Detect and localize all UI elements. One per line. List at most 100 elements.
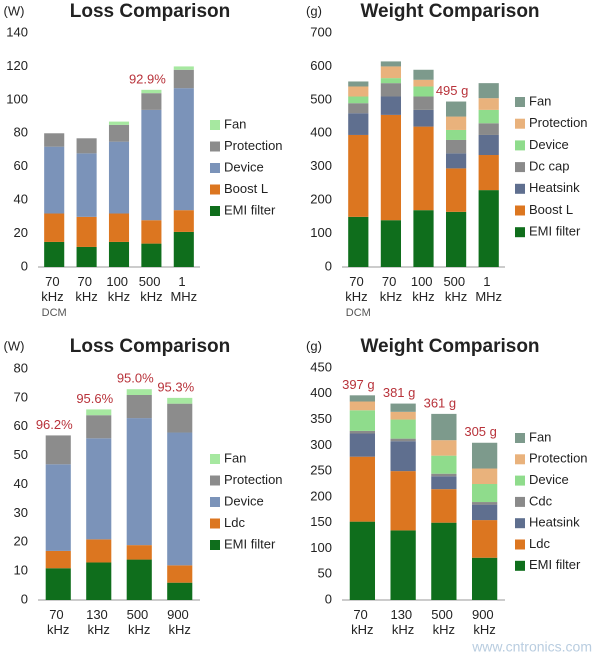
- bar-segment: [380, 66, 402, 79]
- bar-segment: [76, 138, 97, 154]
- bar-segment: [413, 126, 434, 211]
- y-tick-label: 0: [325, 591, 332, 606]
- bar-segment: [471, 502, 498, 505]
- y-tick-label: 40: [14, 192, 28, 207]
- x-tick-label: 900 kHz: [472, 607, 497, 637]
- y-tick-label: 80: [14, 125, 28, 140]
- bar-segment: [431, 476, 457, 490]
- bar-segment: [108, 124, 130, 142]
- y-unit-label: (W): [4, 3, 25, 18]
- bar-segment: [86, 415, 112, 439]
- chart-panel: Loss Comparison (W) 0 20 40 60 80 100 120 140 70 k…: [4, 1, 283, 319]
- x-tick-label: 70 kHz DCM: [41, 274, 67, 318]
- bar-segment: [173, 88, 194, 211]
- legend-label: Fan: [224, 450, 246, 465]
- y-tick-label: 200: [310, 192, 332, 207]
- bar-segment: [413, 86, 434, 97]
- bar-segment: [348, 103, 369, 114]
- bar-segment: [349, 410, 376, 431]
- legend-swatch: [515, 454, 525, 465]
- bar-segment: [349, 433, 376, 457]
- y-tick-label: 70: [14, 389, 28, 404]
- bar-segment: [167, 565, 193, 583]
- legend-swatch: [515, 475, 525, 486]
- annotation: 495 g: [436, 83, 469, 98]
- y-unit-label: (W): [4, 338, 25, 353]
- bar-segment: [108, 241, 130, 267]
- bar-segment: [478, 123, 499, 135]
- bar-segment: [45, 550, 71, 569]
- x-tick-label: 70 kHz DCM: [345, 274, 371, 318]
- x-tick-label: 100 kHz: [411, 274, 436, 304]
- bar-segment: [413, 79, 434, 87]
- y-tick-label: 600: [310, 58, 332, 73]
- bar-segment: [445, 129, 467, 140]
- legend-label: Heatsink: [529, 515, 580, 530]
- y-tick-label: 450: [310, 359, 332, 374]
- y-unit-label: (g): [306, 338, 322, 353]
- y-tick-label: 700: [310, 24, 332, 39]
- bar-segment: [348, 96, 369, 104]
- bar-segment: [445, 116, 467, 130]
- bar-segment: [86, 409, 112, 416]
- x-tick-label: 70 kHz: [75, 274, 97, 304]
- x-tick-label: 130 kHz: [390, 607, 415, 637]
- bar-segment: [76, 246, 97, 267]
- bar-segment: [478, 109, 499, 124]
- x-tick-label: 100 kHz: [106, 274, 131, 304]
- bar-segment: [76, 216, 97, 247]
- x-tick-label: 900 kHz: [167, 607, 192, 637]
- y-tick-label: 10: [14, 563, 28, 578]
- legend-swatch: [210, 518, 220, 529]
- bar-segment: [390, 438, 416, 442]
- y-tick-label: 150: [310, 514, 332, 529]
- legend-label: Fan: [529, 429, 551, 444]
- legend-swatch: [210, 475, 220, 486]
- bar-segment: [173, 66, 194, 70]
- bar-segment: [478, 190, 499, 267]
- legend-label: Protection: [224, 138, 283, 153]
- bar-segment: [349, 521, 376, 600]
- bar-segment: [431, 455, 457, 474]
- bar-segment: [167, 432, 193, 566]
- legend-swatch: [210, 184, 220, 195]
- bar-segment: [141, 243, 162, 267]
- y-unit-label: (g): [306, 3, 322, 18]
- legend-swatch: [210, 163, 220, 173]
- annotation: 95.3%: [157, 379, 194, 394]
- bar-segment: [44, 146, 65, 214]
- legend-label: Cdc: [529, 493, 553, 508]
- bar-segment: [445, 139, 467, 154]
- bar-segment: [44, 213, 65, 242]
- bar-segment: [413, 69, 434, 80]
- y-tick-label: 50: [14, 447, 28, 462]
- legend-swatch: [515, 560, 525, 571]
- x-tick-label: 70 kHz: [47, 607, 69, 637]
- bar-segment: [413, 109, 434, 127]
- legend-label: EMI filter: [224, 202, 276, 217]
- legend-label: Device: [529, 137, 569, 152]
- bar-segment: [126, 389, 152, 395]
- legend-label: EMI filter: [224, 536, 276, 551]
- legend-swatch: [210, 540, 220, 550]
- chart-title: Loss Comparison: [70, 1, 230, 22]
- y-tick-label: 250: [310, 463, 332, 478]
- y-tick-label: 0: [21, 591, 28, 606]
- annotation: 96.2%: [36, 417, 73, 432]
- y-tick-label: 20: [14, 225, 28, 240]
- watermark: www.cntronics.com: [471, 639, 592, 655]
- x-tick-label: 70 kHz: [380, 274, 402, 304]
- chart-title: Weight Comparison: [360, 1, 539, 22]
- y-tick-label: 80: [14, 360, 28, 375]
- legend-swatch: [210, 141, 220, 152]
- bar-segment: [108, 141, 130, 214]
- bar-segment: [471, 504, 498, 521]
- x-tick-label: 500 kHz: [127, 607, 152, 637]
- chart-panel: Loss Comparison (W) 0 10 20 30 40 50 60 70 80 70 kH…: [4, 336, 283, 637]
- legend-label: Boost L: [224, 181, 268, 196]
- bar-segment: [108, 213, 130, 242]
- legend-label: Device: [529, 472, 569, 487]
- bar-segment: [431, 489, 457, 523]
